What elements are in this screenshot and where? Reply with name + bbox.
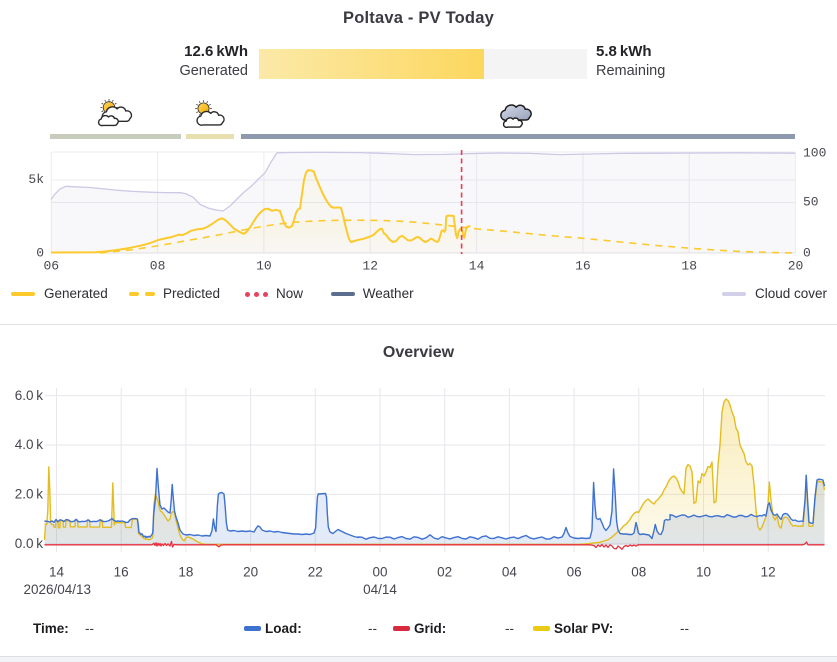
svg-text:5k: 5k <box>28 172 44 187</box>
svg-text:14: 14 <box>49 565 65 580</box>
svg-text:0: 0 <box>36 246 44 261</box>
svg-text:22: 22 <box>308 565 323 580</box>
svg-text:20: 20 <box>243 565 258 580</box>
svg-text:0.0 k: 0.0 k <box>15 536 43 551</box>
svg-text:20: 20 <box>788 259 804 274</box>
svg-text:08: 08 <box>631 565 646 580</box>
svg-text:100: 100 <box>803 146 826 161</box>
svg-text:16: 16 <box>114 565 129 580</box>
svg-text:00: 00 <box>372 565 387 580</box>
svg-text:0: 0 <box>803 246 811 261</box>
svg-text:08: 08 <box>150 259 166 274</box>
svg-text:2026/04/13: 2026/04/13 <box>24 582 92 597</box>
svg-text:06: 06 <box>43 259 59 274</box>
svg-text:04: 04 <box>502 565 518 580</box>
svg-text:16: 16 <box>575 259 591 274</box>
svg-text:10: 10 <box>696 565 711 580</box>
svg-text:14: 14 <box>469 259 485 274</box>
svg-text:12: 12 <box>362 259 378 274</box>
svg-text:06: 06 <box>567 565 582 580</box>
svg-text:50: 50 <box>803 195 819 210</box>
svg-text:18: 18 <box>178 565 193 580</box>
svg-text:18: 18 <box>681 259 697 274</box>
svg-text:4.0 k: 4.0 k <box>15 437 43 452</box>
svg-text:04/14: 04/14 <box>363 582 397 597</box>
svg-text:02: 02 <box>437 565 452 580</box>
svg-text:2.0 k: 2.0 k <box>15 487 43 502</box>
svg-text:6.0 k: 6.0 k <box>15 388 43 403</box>
svg-text:12: 12 <box>761 565 776 580</box>
svg-text:10: 10 <box>256 259 272 274</box>
